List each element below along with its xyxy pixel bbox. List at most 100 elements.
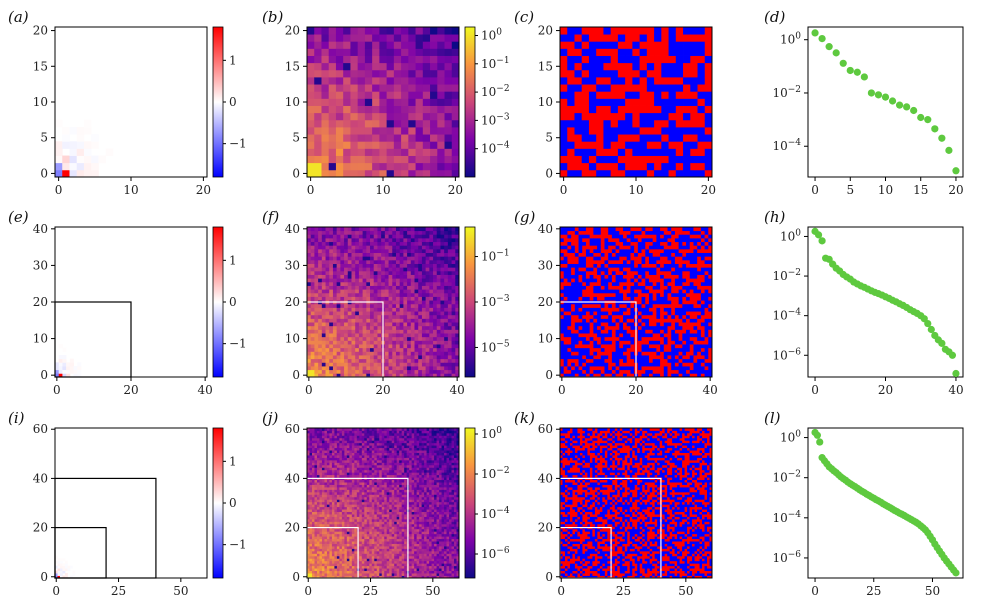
- heatmap-cell: [697, 34, 706, 42]
- heatmap-cell: [440, 344, 445, 349]
- heatmap-cell: [366, 325, 371, 330]
- heatmap-cell: [567, 62, 575, 71]
- heatmap-cell: [593, 322, 598, 327]
- heatmap-cell: [571, 344, 576, 349]
- heatmap-cell: [447, 300, 452, 305]
- heatmap-cell: [350, 34, 359, 42]
- heatmap-cell: [455, 325, 460, 330]
- heatmap-cell: [603, 91, 612, 99]
- heatmap-cell: [675, 62, 684, 71]
- heatmap-cell: [325, 373, 330, 378]
- heatmap-cell: [560, 322, 565, 327]
- data-point: [811, 29, 819, 37]
- heatmap-cell: [619, 241, 624, 246]
- heatmap-cell: [567, 296, 572, 301]
- heatmap-cell: [671, 252, 676, 257]
- heatmap-cell: [414, 303, 419, 308]
- heatmap-cell: [603, 155, 612, 164]
- heatmap-cell: [332, 230, 338, 235]
- heatmap-cell: [358, 311, 364, 316]
- heatmap-cell: [425, 373, 430, 378]
- heatmap-cell: [674, 285, 680, 290]
- heatmap-cell: [686, 329, 691, 334]
- heatmap-cell: [447, 267, 452, 272]
- heatmap-cell: [410, 366, 415, 371]
- heatmap-cell: [69, 155, 78, 164]
- heatmap-cell: [309, 484, 313, 488]
- heatmap-cell: [62, 162, 70, 171]
- heatmap-cell: [321, 62, 330, 71]
- heatmap-cell: [355, 325, 360, 330]
- heatmap-cell: [686, 248, 691, 254]
- heatmap-cell: [372, 112, 380, 121]
- heatmap-cell: [589, 358, 594, 363]
- heatmap-cell: [648, 358, 654, 363]
- heatmap-cell: [611, 358, 617, 363]
- heatmap-cell: [395, 358, 401, 363]
- heatmap-cell: [593, 333, 598, 338]
- heatmap-cell: [571, 241, 576, 246]
- heatmap-cell: [307, 336, 312, 341]
- heatmap-cell: [370, 259, 375, 264]
- heatmap-cell: [355, 336, 360, 341]
- heatmap-cell: [654, 134, 662, 142]
- heatmap-cell: [667, 270, 672, 275]
- heatmap-cell: [362, 234, 367, 239]
- heatmap-cell: [615, 281, 620, 286]
- heatmap-cell: [444, 141, 453, 149]
- heatmap-cell: [652, 289, 657, 294]
- heatmap-cell: [451, 234, 456, 239]
- heatmap-cell: [608, 245, 613, 250]
- heatmap-cell: [447, 351, 452, 356]
- heatmap-cell: [585, 325, 591, 330]
- heatmap-cell: [615, 333, 620, 338]
- heatmap-cell: [311, 548, 315, 552]
- heatmap-cell: [310, 307, 315, 312]
- heatmap-cell: [611, 278, 617, 283]
- heatmap-cell: [307, 34, 315, 42]
- heatmap-cell: [421, 278, 427, 283]
- heatmap-cell: [451, 259, 456, 264]
- heatmap-cell: [608, 263, 613, 268]
- heatmap-cell: [582, 241, 587, 246]
- heatmap-cell: [597, 278, 602, 283]
- heatmap-cell: [393, 84, 402, 92]
- heatmap-cell: [567, 307, 572, 312]
- heatmap-cell: [384, 289, 389, 294]
- heatmap-cell: [358, 347, 364, 352]
- heatmap-cell: [392, 256, 397, 261]
- heatmap-cell: [574, 230, 579, 235]
- heatmap-cell: [425, 336, 430, 341]
- heatmap-cell: [362, 336, 367, 341]
- heatmap-cell: [619, 325, 624, 330]
- heatmap-cell: [309, 548, 313, 552]
- heatmap-cell: [370, 318, 375, 323]
- heatmap-cell: [307, 105, 315, 114]
- heatmap-cell: [309, 482, 313, 485]
- heatmap-cell: [689, 322, 694, 327]
- heatmap-cell: [708, 252, 713, 257]
- heatmap-cell: [314, 55, 322, 64]
- heatmap-cell: [451, 252, 456, 257]
- heatmap-cell: [321, 336, 326, 341]
- heatmap-cell: [617, 134, 626, 142]
- heatmap-cell: [388, 362, 393, 367]
- heatmap-cell: [83, 162, 92, 171]
- heatmap-cell: [343, 169, 351, 178]
- heatmap-cell: [421, 296, 427, 301]
- heatmap-cell: [314, 553, 318, 557]
- heatmap-cell: [415, 162, 424, 171]
- heatmap-cell: [437, 55, 445, 64]
- heatmap-cell: [425, 245, 430, 250]
- heatmap-cell: [589, 285, 594, 290]
- heatmap-cell: [319, 484, 323, 488]
- heatmap-cell: [325, 358, 330, 363]
- heatmap-cell: [661, 69, 669, 78]
- heatmap-cell: [403, 270, 408, 275]
- heatmap-cell: [388, 263, 393, 268]
- heatmap-cell: [455, 285, 460, 290]
- heatmap-cell: [585, 307, 591, 312]
- heatmap-cell: [83, 141, 92, 149]
- heatmap-cell: [678, 369, 683, 374]
- heatmap-cell: [55, 560, 58, 564]
